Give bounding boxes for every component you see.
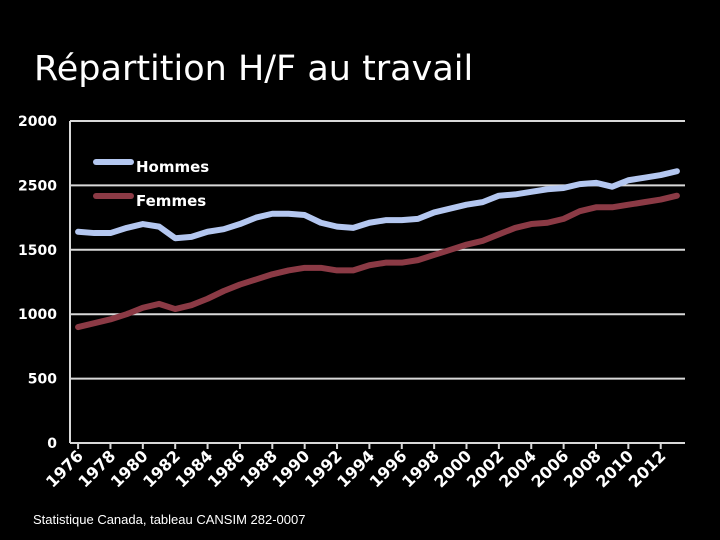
y-tick-label: 0	[47, 436, 57, 452]
x-tick-label: 2012	[625, 446, 670, 491]
legend-label: Femmes	[136, 192, 206, 210]
y-tick-label: 1500	[18, 243, 57, 259]
chart-title: Répartition H/F au travail	[34, 49, 473, 89]
y-tick-label: 2000	[18, 114, 57, 130]
source-note: Statistique Canada, tableau CANSIM 282-0…	[33, 512, 305, 527]
series-line	[75, 192, 680, 331]
series-line	[75, 168, 680, 242]
y-tick-label: 500	[28, 372, 57, 388]
y-tick-label: 2500	[18, 178, 57, 194]
legend-label: Hommes	[136, 158, 209, 176]
y-tick-label: 1000	[18, 307, 57, 323]
